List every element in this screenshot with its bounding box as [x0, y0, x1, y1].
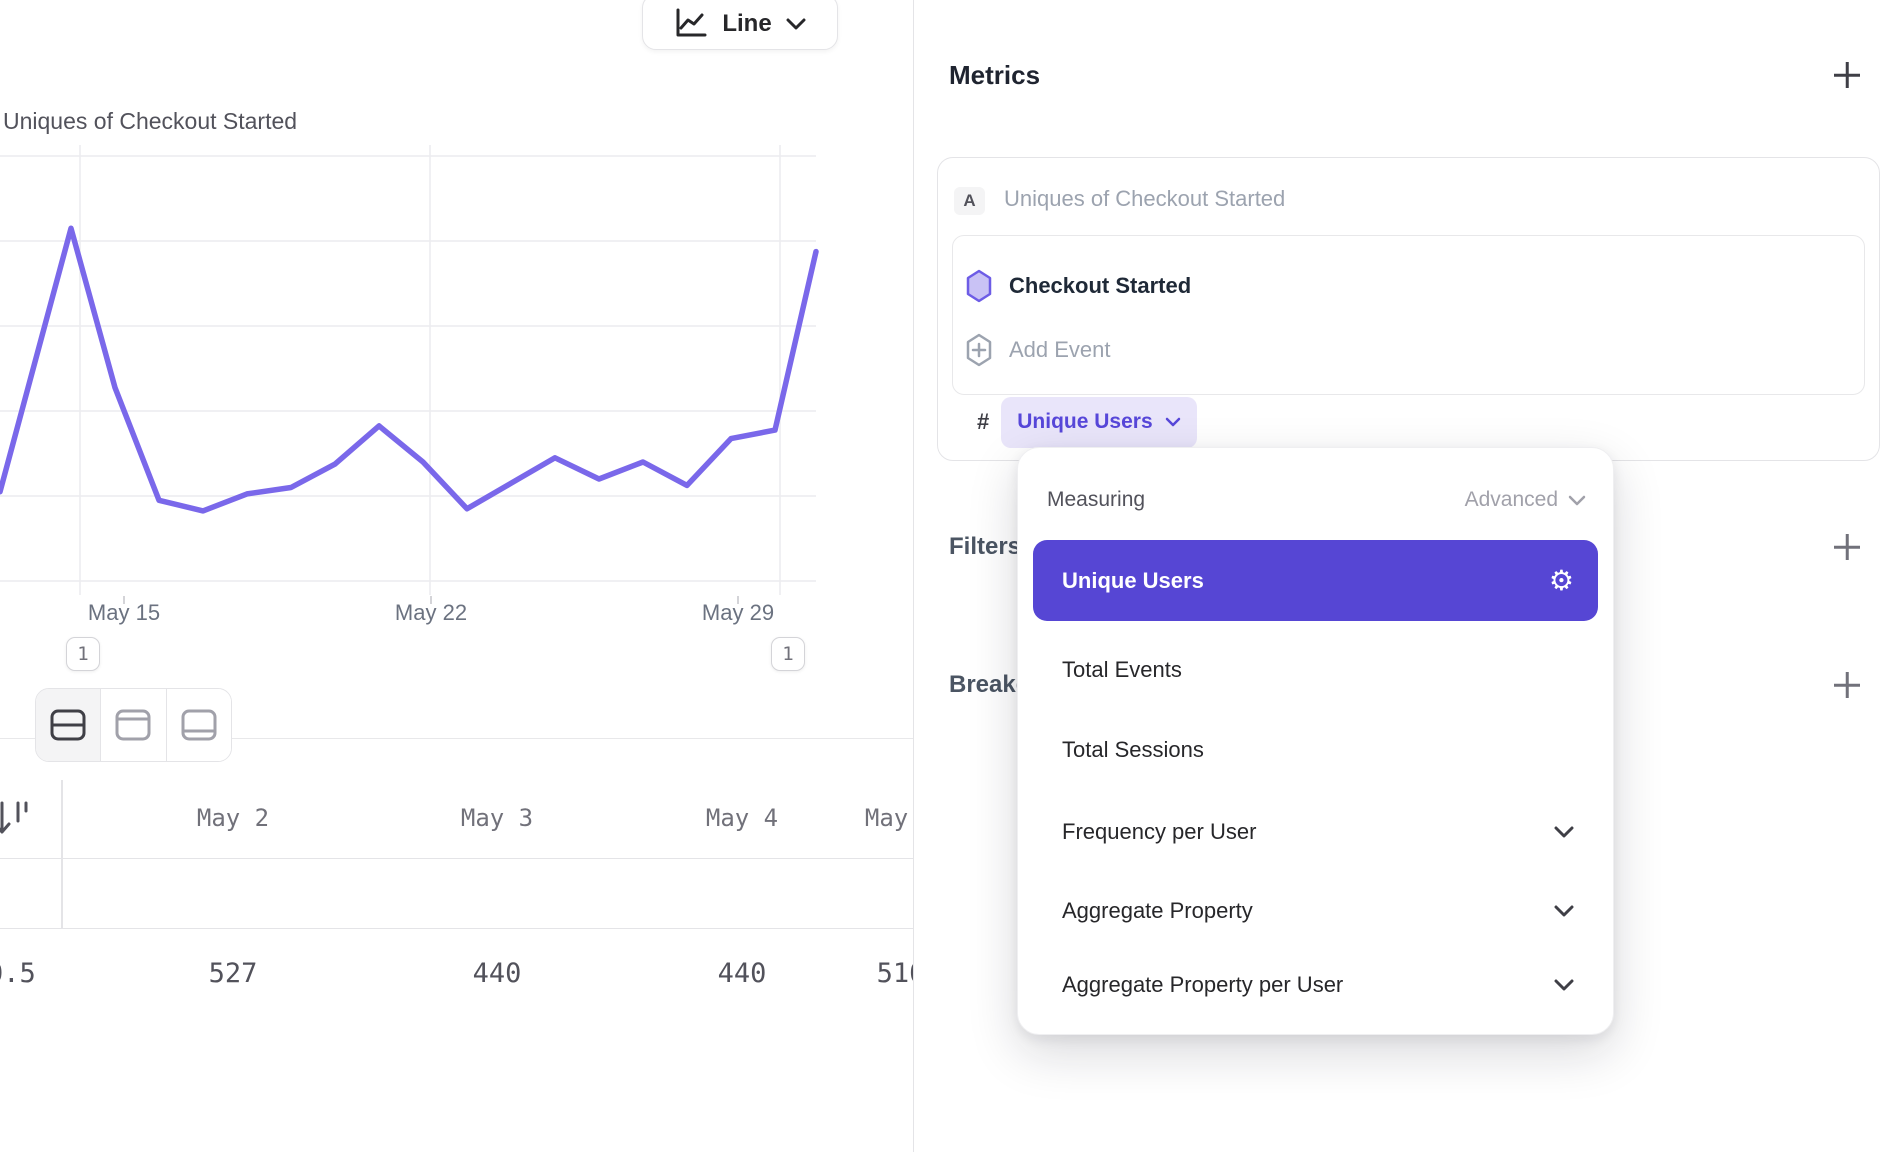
chevron-down-icon: [786, 18, 806, 30]
table-value-row: 0.5 527 440 440 510: [0, 859, 913, 989]
menu-item-aggregate-property-per-user[interactable]: Aggregate Property per User: [1033, 944, 1598, 1025]
layout-bottom-bar-button[interactable]: [165, 689, 231, 761]
table-header-row: May 2 May 3 May 4 May 5: [0, 780, 913, 859]
menu-item-label: Aggregate Property per User: [1062, 971, 1344, 997]
add-metric-button[interactable]: [1832, 60, 1862, 90]
query-builder-pane: Metrics A Uniques of Checkout Started Ch…: [914, 0, 1898, 1152]
menu-item-total-events[interactable]: Total Events: [1033, 629, 1598, 710]
gear-icon[interactable]: ⚙: [1548, 563, 1574, 597]
table-header-cell[interactable]: May 4: [705, 804, 779, 832]
chart-type-label: Line: [722, 10, 772, 37]
x-axis-label: May 29: [701, 600, 775, 625]
layout-toggle-group: [35, 688, 232, 762]
chevron-down-icon: [1554, 979, 1574, 991]
chevron-down-icon: [1554, 905, 1574, 917]
measuring-dropdown-header: Measuring Advanced: [1047, 486, 1586, 514]
add-event-hexagon-plus-icon: [965, 333, 993, 367]
metrics-heading: Metrics: [949, 60, 1041, 90]
menu-item-label: Total Sessions: [1062, 736, 1204, 762]
series-line[interactable]: [0, 225, 819, 514]
x-axis-label: May 22: [394, 600, 468, 625]
filters-heading: Filters: [949, 533, 1022, 560]
metric-label-badge: A: [954, 187, 985, 215]
metric-title[interactable]: Uniques of Checkout Started: [1004, 186, 1286, 211]
bottom-bar-icon: [181, 709, 217, 741]
menu-item-aggregate-property[interactable]: Aggregate Property: [1033, 870, 1598, 951]
menu-item-label: Aggregate Property: [1062, 897, 1253, 923]
table-value-cell: 510: [876, 958, 913, 989]
chart-type-dropdown-button[interactable]: Line: [642, 0, 838, 50]
chevron-down-icon: [1568, 495, 1586, 506]
event-box: Checkout Started Add Event: [952, 235, 1865, 395]
chart-pan-handle-right[interactable]: 1: [771, 637, 805, 671]
menu-item-frequency-per-user[interactable]: Frequency per User: [1033, 791, 1598, 872]
line-chart-plot[interactable]: [0, 140, 830, 610]
table-header-cell[interactable]: May 3: [460, 804, 534, 832]
measurement-chip[interactable]: Unique Users: [1001, 396, 1197, 448]
measurement-chip-label: Unique Users: [1017, 410, 1153, 433]
row-label-cell: 0.5: [0, 958, 36, 989]
table-header-cell[interactable]: May 2: [196, 804, 270, 832]
menu-item-label: Total Events: [1062, 656, 1182, 682]
chart-pan-handle-left[interactable]: 1: [66, 637, 100, 671]
chart-title: Uniques of Checkout Started: [3, 108, 298, 134]
event-row-checkout-started[interactable]: Checkout Started: [965, 262, 1191, 310]
top-bar-icon: [115, 709, 151, 741]
measurement-row: # Unique Users: [952, 396, 1197, 448]
chevron-down-icon: [1165, 417, 1181, 427]
split-horizontal-icon: [50, 709, 86, 741]
sort-descending-icon[interactable]: [0, 799, 28, 839]
menu-item-unique-users[interactable]: Unique Users ⚙: [1033, 540, 1598, 621]
table-value-cell: 440: [472, 958, 522, 989]
line-chart-icon: [674, 8, 708, 40]
measuring-label: Measuring: [1047, 488, 1146, 511]
x-axis-label: May 15: [87, 600, 161, 625]
hash-icon: #: [977, 409, 990, 434]
chart-pane: Line Uniques of Checkout Started May 15 M…: [0, 0, 913, 1152]
advanced-label: Advanced: [1464, 488, 1558, 511]
table-column-divider: [61, 780, 63, 929]
menu-item-label: Frequency per User: [1062, 818, 1257, 844]
add-event-label: Add Event: [1009, 337, 1111, 362]
event-hexagon-icon: [965, 269, 993, 303]
menu-item-label: Unique Users: [1062, 567, 1204, 593]
chevron-down-icon: [1554, 826, 1574, 838]
table-header-cell[interactable]: May 5: [864, 804, 913, 832]
advanced-toggle[interactable]: Advanced: [1465, 488, 1586, 512]
add-event-button[interactable]: Add Event: [965, 326, 1111, 374]
table-value-cell: 440: [717, 958, 767, 989]
layout-split-horizontal-button[interactable]: [36, 689, 101, 761]
results-table: May 2 May 3 May 4 May 5 0.5 527 440 440 510: [0, 780, 913, 989]
menu-item-total-sessions[interactable]: Total Sessions: [1033, 709, 1598, 790]
chart-table-divider: [0, 738, 913, 739]
add-breakdown-button[interactable]: [1832, 670, 1862, 700]
metric-card: A Uniques of Checkout Started Checkout S…: [937, 157, 1880, 461]
layout-top-bar-button[interactable]: [100, 689, 166, 761]
table-value-cell: 527: [208, 958, 258, 989]
add-filter-button[interactable]: [1832, 532, 1862, 562]
event-name: Checkout Started: [1009, 273, 1192, 298]
measuring-dropdown-menu: Measuring Advanced Unique Users ⚙ Total Ev…: [1017, 447, 1614, 1035]
panel-divider: [913, 0, 914, 1152]
